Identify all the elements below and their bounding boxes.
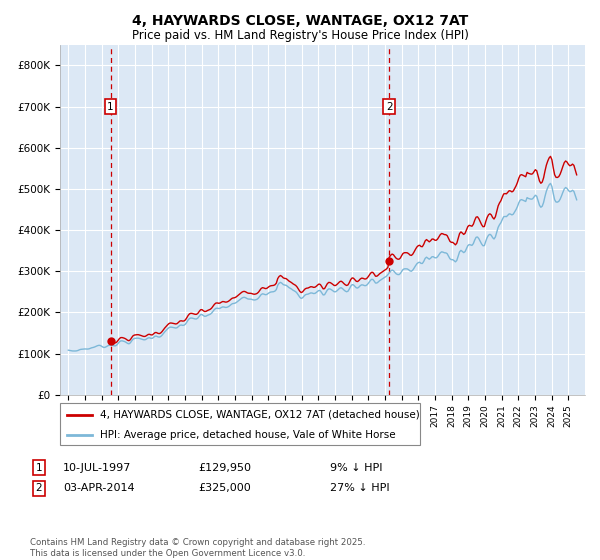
Text: 27% ↓ HPI: 27% ↓ HPI: [330, 483, 389, 493]
Text: 9% ↓ HPI: 9% ↓ HPI: [330, 463, 383, 473]
Text: 4, HAYWARDS CLOSE, WANTAGE, OX12 7AT (detached house): 4, HAYWARDS CLOSE, WANTAGE, OX12 7AT (de…: [100, 410, 419, 420]
Text: HPI: Average price, detached house, Vale of White Horse: HPI: Average price, detached house, Vale…: [100, 430, 395, 440]
FancyBboxPatch shape: [60, 403, 420, 445]
Text: 03-APR-2014: 03-APR-2014: [63, 483, 134, 493]
Text: 2: 2: [35, 483, 43, 493]
Text: £129,950: £129,950: [198, 463, 251, 473]
Text: 4, HAYWARDS CLOSE, WANTAGE, OX12 7AT: 4, HAYWARDS CLOSE, WANTAGE, OX12 7AT: [132, 14, 468, 28]
Text: 1: 1: [107, 101, 114, 111]
Text: 2: 2: [386, 101, 392, 111]
Text: £325,000: £325,000: [198, 483, 251, 493]
Text: 10-JUL-1997: 10-JUL-1997: [63, 463, 131, 473]
Text: 1: 1: [35, 463, 43, 473]
Text: Contains HM Land Registry data © Crown copyright and database right 2025.
This d: Contains HM Land Registry data © Crown c…: [30, 538, 365, 558]
Text: Price paid vs. HM Land Registry's House Price Index (HPI): Price paid vs. HM Land Registry's House …: [131, 29, 469, 42]
